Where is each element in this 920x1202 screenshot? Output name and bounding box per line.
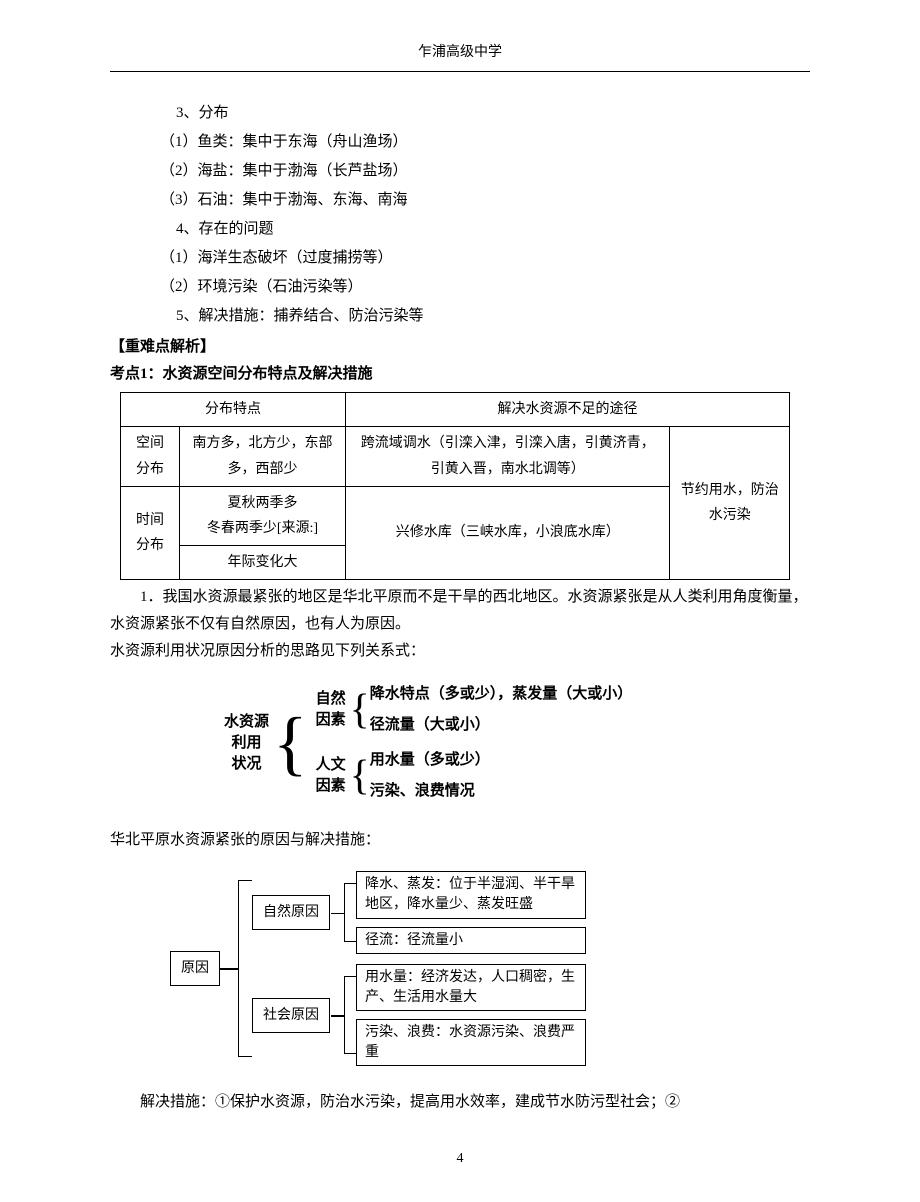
td-temporal-desc-b: 年际变化大 bbox=[179, 546, 345, 580]
content-section-a: 3、分布 （1）鱼类：集中于东海（舟山渔场） （2）海盐：集中于渤海（长芦盐场）… bbox=[110, 100, 810, 330]
heading-problems: 4、存在的问题 bbox=[160, 216, 810, 243]
line-salt: （2）海盐：集中于渤海（长芦盐场） bbox=[160, 158, 810, 185]
line-pollution: （2）环境污染（石油污染等） bbox=[160, 274, 810, 301]
diagram1-group-human: 人文 因素 { 用水量（多或少） 污染、浪费情况 bbox=[312, 747, 633, 805]
th-solutions: 解决水资源不足的途径 bbox=[346, 393, 790, 427]
diagram1-human-item2: 污染、浪费情况 bbox=[370, 778, 490, 805]
td-temporal-desc-a: 夏秋两季多 冬春两季少[来源:] bbox=[179, 486, 345, 545]
page-number: 4 bbox=[457, 1151, 464, 1166]
kaodian-title: 考点1：水资源空间分布特点及解决措施 bbox=[110, 361, 810, 388]
water-resource-table: 分布特点 解决水资源不足的途径 空间分布 南方多，北方少，东部多，西部少 跨流域… bbox=[120, 392, 790, 580]
td-spatial-label: 空间分布 bbox=[121, 427, 180, 486]
diagram2-root: 原因 bbox=[170, 951, 220, 986]
diagram1-root: 水资源 利用 状况 bbox=[220, 712, 273, 775]
line-ecology: （1）海洋生态破坏（过度捕捞等） bbox=[160, 245, 810, 272]
school-name: 乍浦高级中学 bbox=[418, 45, 502, 60]
td-common-solution: 节约用水，防治水污染 bbox=[670, 427, 790, 580]
section-difficulty-title: 【重难点解析】 bbox=[110, 334, 810, 361]
diagram2-natural-leaf2: 径流：径流量小 bbox=[356, 927, 586, 955]
paragraph-3: 华北平原水资源紧张的原因与解决措施： bbox=[110, 827, 810, 854]
paragraph-2: 水资源利用状况原因分析的思路见下列关系式： bbox=[110, 638, 810, 665]
line-fish: （1）鱼类：集中于东海（舟山渔场） bbox=[160, 129, 810, 156]
diagram1-natural-item2: 径流量（大或小） bbox=[370, 712, 633, 739]
diagram2-group-social: 社会原因 用水量：经济发达，人口稠密，生产、生活用水量大 污染、浪费：水资源污染… bbox=[252, 964, 586, 1066]
heading-distribution: 3、分布 bbox=[160, 100, 810, 127]
diagram1-natural-item1: 降水特点（多或少），蒸发量（大或小） bbox=[370, 681, 633, 708]
page-header: 乍浦高级中学 bbox=[110, 40, 810, 72]
diagram2-social-leaf1: 用水量：经济发达，人口稠密，生产、生活用水量大 bbox=[356, 964, 586, 1011]
diagram2-natural-leaf1: 降水、蒸发：位于半湿润、半干旱地区，降水量少、蒸发旺盛 bbox=[356, 871, 586, 918]
brace-icon: { bbox=[350, 755, 370, 797]
diagram-huabei-reasons: 原因 自然原因 降水、蒸发：位于半湿润、半干旱地区，降水量少、蒸发旺盛 径流：径… bbox=[170, 866, 730, 1071]
diagram-water-usage: 水资源 利用 状况 { 自然 因素 { 降水特点（多或少），蒸发量（大或小） 径… bbox=[220, 677, 810, 809]
td-temporal-solution: 兴修水库（三峡水库，小浪底水库） bbox=[346, 486, 670, 580]
td-spatial-desc: 南方多，北方少，东部多，西部少 bbox=[179, 427, 345, 486]
brace-icon: { bbox=[273, 707, 308, 779]
paragraph-1: 1．我国水资源最紧张的地区是华北平原而不是干旱的西北地区。水资源紧张是从人类利用… bbox=[110, 584, 810, 638]
diagram2-group-natural: 自然原因 降水、蒸发：位于半湿润、半干旱地区，降水量少、蒸发旺盛 径流：径流量小 bbox=[252, 871, 586, 954]
diagram1-human-item1: 用水量（多或少） bbox=[370, 747, 490, 774]
diagram1-group-natural: 自然 因素 { 降水特点（多或少），蒸发量（大或小） 径流量（大或小） bbox=[312, 681, 633, 739]
line-oil: （3）石油：集中于渤海、东海、南海 bbox=[160, 187, 810, 214]
heading-solutions: 5、解决措施：捕养结合、防治污染等 bbox=[160, 303, 810, 330]
diagram2-social-leaf2: 污染、浪费：水资源污染、浪费严重 bbox=[356, 1019, 586, 1066]
paragraph-4: 解决措施：①保护水资源，防治水污染，提高用水效率，建成节水防污型社会；② bbox=[110, 1089, 810, 1116]
brace-icon: { bbox=[350, 689, 370, 731]
td-temporal-label: 时间分布 bbox=[121, 486, 180, 580]
th-distribution: 分布特点 bbox=[121, 393, 346, 427]
page-footer: 4 bbox=[110, 1146, 810, 1171]
td-spatial-solution: 跨流域调水（引滦入津，引滦入唐，引黄济青，引黄入晋，南水北调等） bbox=[346, 427, 670, 486]
